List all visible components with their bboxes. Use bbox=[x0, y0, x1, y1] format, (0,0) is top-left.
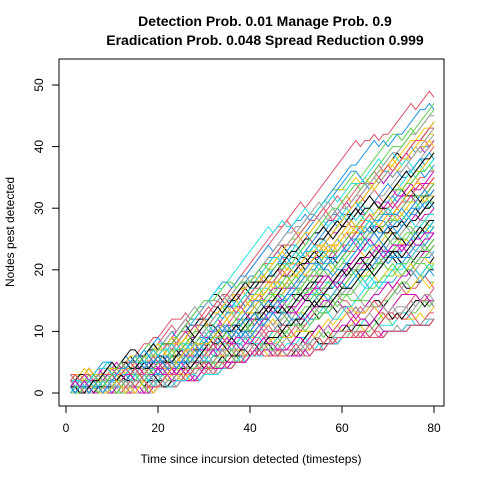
series-line bbox=[70, 90, 435, 394]
y-tick-label: 50 bbox=[32, 78, 46, 92]
series-line bbox=[70, 127, 435, 388]
chart-title-line-2: Eradication Prob. 0.048 Spread Reduction… bbox=[106, 32, 424, 48]
y-tick-label: 10 bbox=[32, 324, 46, 338]
series-line bbox=[70, 152, 435, 394]
chart-title-line-1: Detection Prob. 0.01 Manage Prob. 0.9 bbox=[138, 13, 392, 29]
x-tick-label: 20 bbox=[151, 421, 165, 435]
y-axis-label: Nodes pest detected bbox=[3, 177, 17, 287]
x-axis: 0 20 40 60 80 bbox=[63, 405, 441, 435]
y-axis: 0 10 20 30 40 50 bbox=[32, 78, 60, 396]
series-line bbox=[70, 188, 435, 394]
series-line bbox=[70, 226, 435, 394]
series-layer bbox=[70, 90, 435, 394]
series-line bbox=[70, 151, 435, 388]
series-line bbox=[70, 102, 435, 388]
y-tick-label: 20 bbox=[32, 263, 46, 277]
series-line bbox=[70, 293, 435, 394]
series-line bbox=[70, 177, 435, 382]
x-tick-label: 40 bbox=[243, 421, 257, 435]
series-line bbox=[70, 318, 435, 394]
series-line bbox=[70, 115, 434, 394]
y-tick-label: 0 bbox=[32, 389, 46, 396]
y-tick-label: 30 bbox=[32, 201, 46, 215]
x-tick-label: 60 bbox=[335, 421, 349, 435]
x-tick-label: 0 bbox=[63, 421, 70, 435]
x-axis-label: Time since incursion detected (timesteps… bbox=[141, 452, 362, 466]
series-line bbox=[70, 177, 435, 388]
x-tick-label: 80 bbox=[427, 421, 441, 435]
y-tick-label: 40 bbox=[32, 140, 46, 154]
